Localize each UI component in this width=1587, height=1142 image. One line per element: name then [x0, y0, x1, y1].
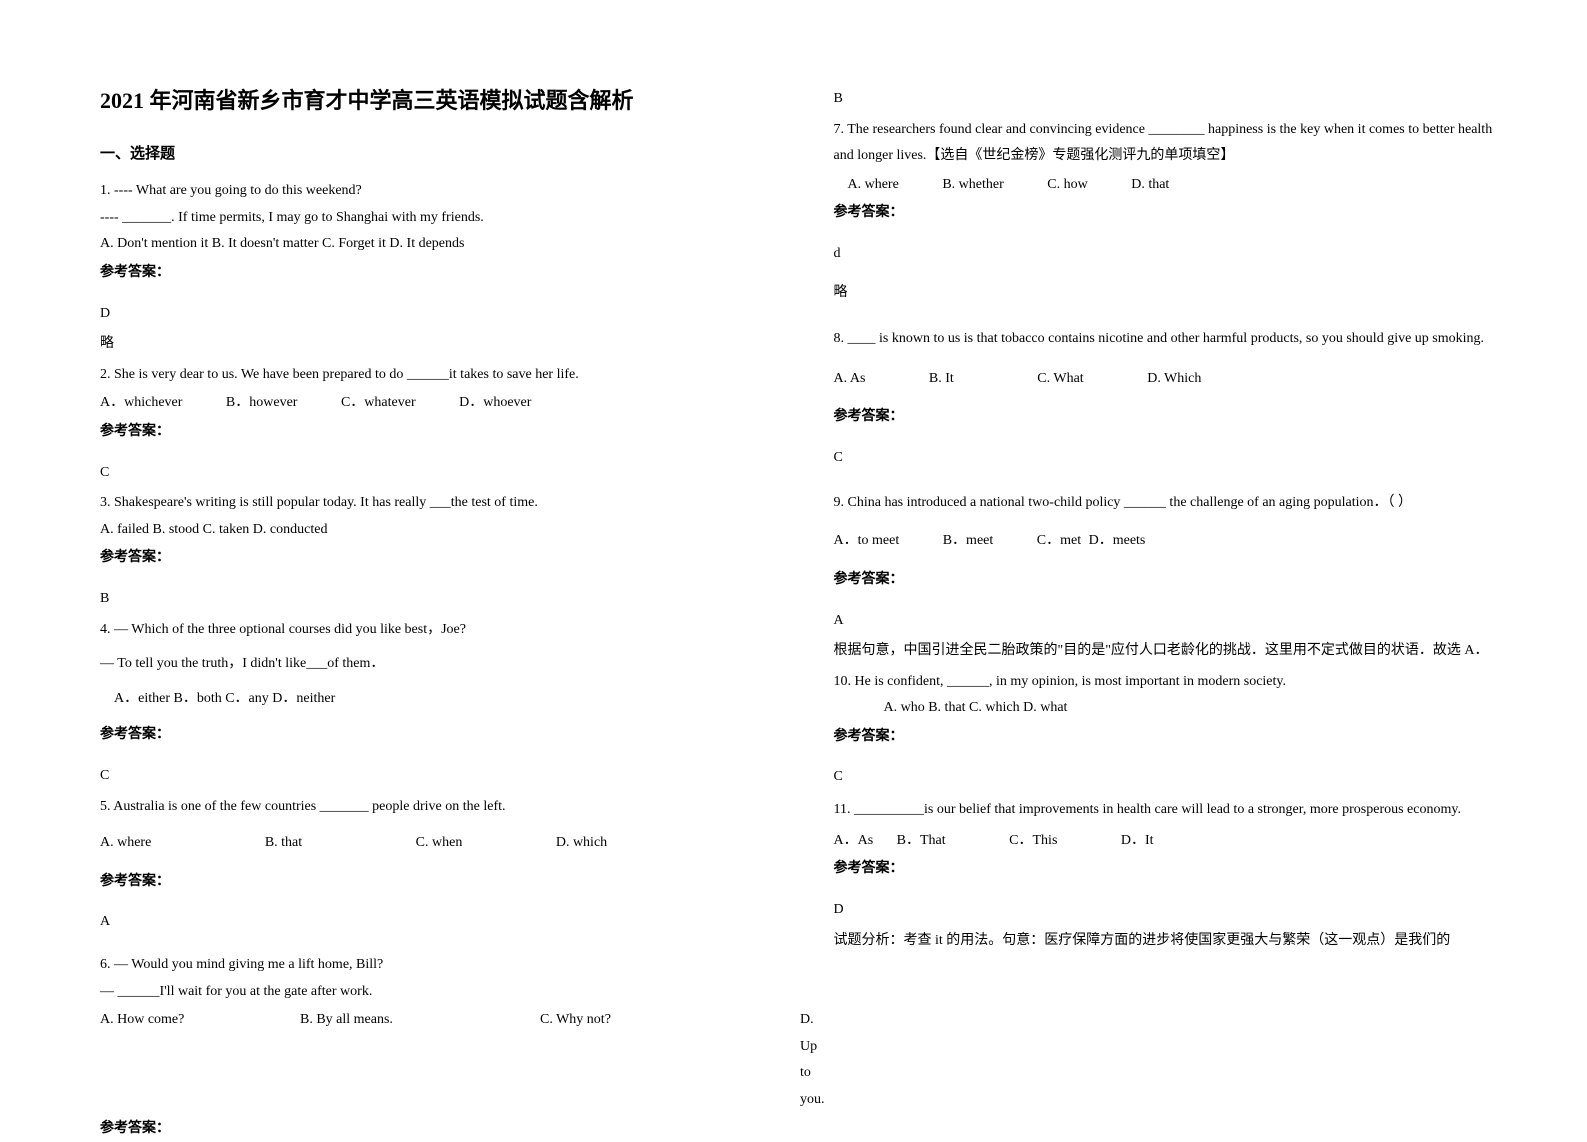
q7-optA: A. where: [848, 172, 899, 199]
q7-options: A. where B. whether C. how D. that: [848, 172, 1508, 199]
q11-explain: 试题分析：考查 it 的用法。句意：医疗保障方面的进步将使国家更强大与繁荣（这一…: [834, 928, 1508, 955]
q8-answer-label: 参考答案：: [834, 404, 1508, 431]
q2-optA: A．whichever: [100, 390, 182, 417]
q5-line1: 5. Australia is one of the few countries…: [100, 794, 774, 821]
q9-answer: A: [834, 608, 1508, 635]
q5-optC: C. when: [416, 830, 463, 857]
q6-optC: C. Why not?: [540, 1007, 760, 1113]
q7-optC: C. how: [1047, 172, 1087, 199]
question-5: 5. Australia is one of the few countries…: [100, 794, 774, 936]
q8-options: A. As B. It C. What D. Which: [834, 366, 1508, 393]
q8-answer: C: [834, 445, 1508, 472]
q6-optA: A. How come?: [100, 1007, 260, 1113]
q7-answer-label: 参考答案：: [834, 200, 1508, 227]
q9-optA: A．to meet: [834, 528, 900, 555]
question-2: 2. She is very dear to us. We have been …: [100, 362, 774, 486]
q2-answer: C: [100, 460, 774, 487]
q11-optC: C．This: [1009, 828, 1057, 855]
q9-explain: 根据句意，中国引进全民二胎政策的"目的是"应付人口老龄化的挑战．这里用不定式做目…: [834, 638, 1508, 665]
question-10: 10. He is confident, ______, in my opini…: [834, 669, 1508, 791]
exam-page: 2021 年河南省新乡市育才中学高三英语模拟试题含解析 一、选择题 1. ---…: [0, 0, 1587, 1122]
q7-optD: D. that: [1131, 172, 1169, 199]
q11-optD: D．It: [1121, 828, 1154, 855]
q4-line2: — To tell you the truth，I didn't like___…: [100, 651, 774, 678]
question-4: 4. — Which of the three optional courses…: [100, 617, 774, 790]
q11-options: A．As B．That C．This D．It: [834, 828, 1508, 855]
q1-answer-label: 参考答案：: [100, 260, 774, 287]
q5-optD: D. which: [556, 830, 607, 857]
question-3: 3. Shakespeare's writing is still popula…: [100, 490, 774, 612]
q9-optD: D．meets: [1089, 528, 1146, 555]
section-heading: 一、选择题: [100, 140, 774, 169]
q4-options: A．either B．both C．any D．neither: [114, 686, 774, 713]
q1-line1: 1. ---- What are you going to do this we…: [100, 178, 774, 205]
q5-optB: B. that: [265, 830, 302, 857]
q5-answer-label: 参考答案：: [100, 869, 774, 896]
q6-line2: — ______I'll wait for you at the gate af…: [100, 979, 774, 1006]
question-6: 6. — Would you mind giving me a lift hom…: [100, 952, 774, 1142]
q3-answer-label: 参考答案：: [100, 545, 774, 572]
question-11: 11. __________is our belief that improve…: [834, 795, 1508, 954]
question-1: 1. ---- What are you going to do this we…: [100, 178, 774, 358]
q6-optB: B. By all means.: [300, 1007, 500, 1113]
q9-answer-label: 参考答案：: [834, 567, 1508, 594]
q1-answer: D: [100, 301, 774, 328]
q8-optD: D. Which: [1147, 366, 1201, 393]
q1-line2: ---- _______. If time permits, I may go …: [100, 205, 774, 232]
q1-extra: 略: [100, 331, 774, 358]
question-8: 8. ____ is known to us is that tobacco c…: [834, 322, 1508, 471]
q9-line1: 9. China has introduced a national two‐c…: [834, 488, 1508, 519]
q8-optA: A. As: [834, 366, 866, 393]
q6-answer-label: 参考答案：: [100, 1116, 774, 1142]
q10-answer-label: 参考答案：: [834, 724, 1508, 751]
q10-line1: 10. He is confident, ______, in my opini…: [834, 669, 1508, 696]
q3-line1: 3. Shakespeare's writing is still popula…: [100, 490, 774, 517]
question-9: 9. China has introduced a national two‐c…: [834, 488, 1508, 665]
q10-options: A. who B. that C. which D. what: [884, 695, 1508, 722]
q7-optB: B. whether: [942, 172, 1003, 199]
q3-options: A. failed B. stood C. taken D. conducted: [100, 517, 774, 544]
q5-answer: A: [100, 909, 774, 936]
q9-options: A．to meet B．meet C．met D．meets: [834, 528, 1508, 555]
q6-options: A. How come? B. By all means. C. Why not…: [100, 1007, 774, 1113]
q2-optD: D．whoever: [459, 390, 531, 417]
q4-answer: C: [100, 763, 774, 790]
q2-options: A．whichever B．however C．whatever D．whoev…: [100, 390, 774, 417]
question-7: 7. The researchers found clear and convi…: [834, 117, 1508, 307]
q4-answer-label: 参考答案：: [100, 722, 774, 749]
q2-line1: 2. She is very dear to us. We have been …: [100, 362, 774, 389]
q8-optC: C. What: [1037, 366, 1083, 393]
q9-optC: C．met: [1037, 528, 1081, 555]
right-column: B 7. The researchers found clear and con…: [814, 80, 1528, 1082]
q5-optA: A. where: [100, 830, 151, 857]
q11-answer: D: [834, 897, 1508, 924]
q6-answer: B: [834, 86, 1508, 113]
q7-answer: d: [834, 241, 1508, 268]
q1-options: A. Don't mention it B. It doesn't matter…: [100, 231, 774, 258]
q8-optB: B. It: [929, 366, 954, 393]
q2-answer-label: 参考答案：: [100, 419, 774, 446]
q11-optB: B．That: [897, 828, 946, 855]
q2-optC: C．whatever: [341, 390, 416, 417]
q3-answer: B: [100, 586, 774, 613]
page-title: 2021 年河南省新乡市育才中学高三英语模拟试题含解析: [100, 80, 774, 122]
q10-answer: C: [834, 764, 1508, 791]
left-column: 2021 年河南省新乡市育才中学高三英语模拟试题含解析 一、选择题 1. ---…: [100, 80, 814, 1082]
q11-line1: 11. __________is our belief that improve…: [834, 795, 1508, 826]
q5-options: A. where B. that C. when D. which: [100, 830, 774, 857]
q2-optB: B．however: [226, 390, 298, 417]
q9-optB: B．meet: [943, 528, 994, 555]
q7-line1: 7. The researchers found clear and convi…: [834, 117, 1508, 170]
q7-extra: 略: [834, 280, 1508, 307]
q11-optA: A．As: [834, 828, 874, 855]
q8-line1: 8. ____ is known to us is that tobacco c…: [834, 322, 1508, 356]
q4-line1: 4. — Which of the three optional courses…: [100, 617, 774, 644]
q11-answer-label: 参考答案：: [834, 856, 1508, 883]
q6-line1: 6. — Would you mind giving me a lift hom…: [100, 952, 774, 979]
